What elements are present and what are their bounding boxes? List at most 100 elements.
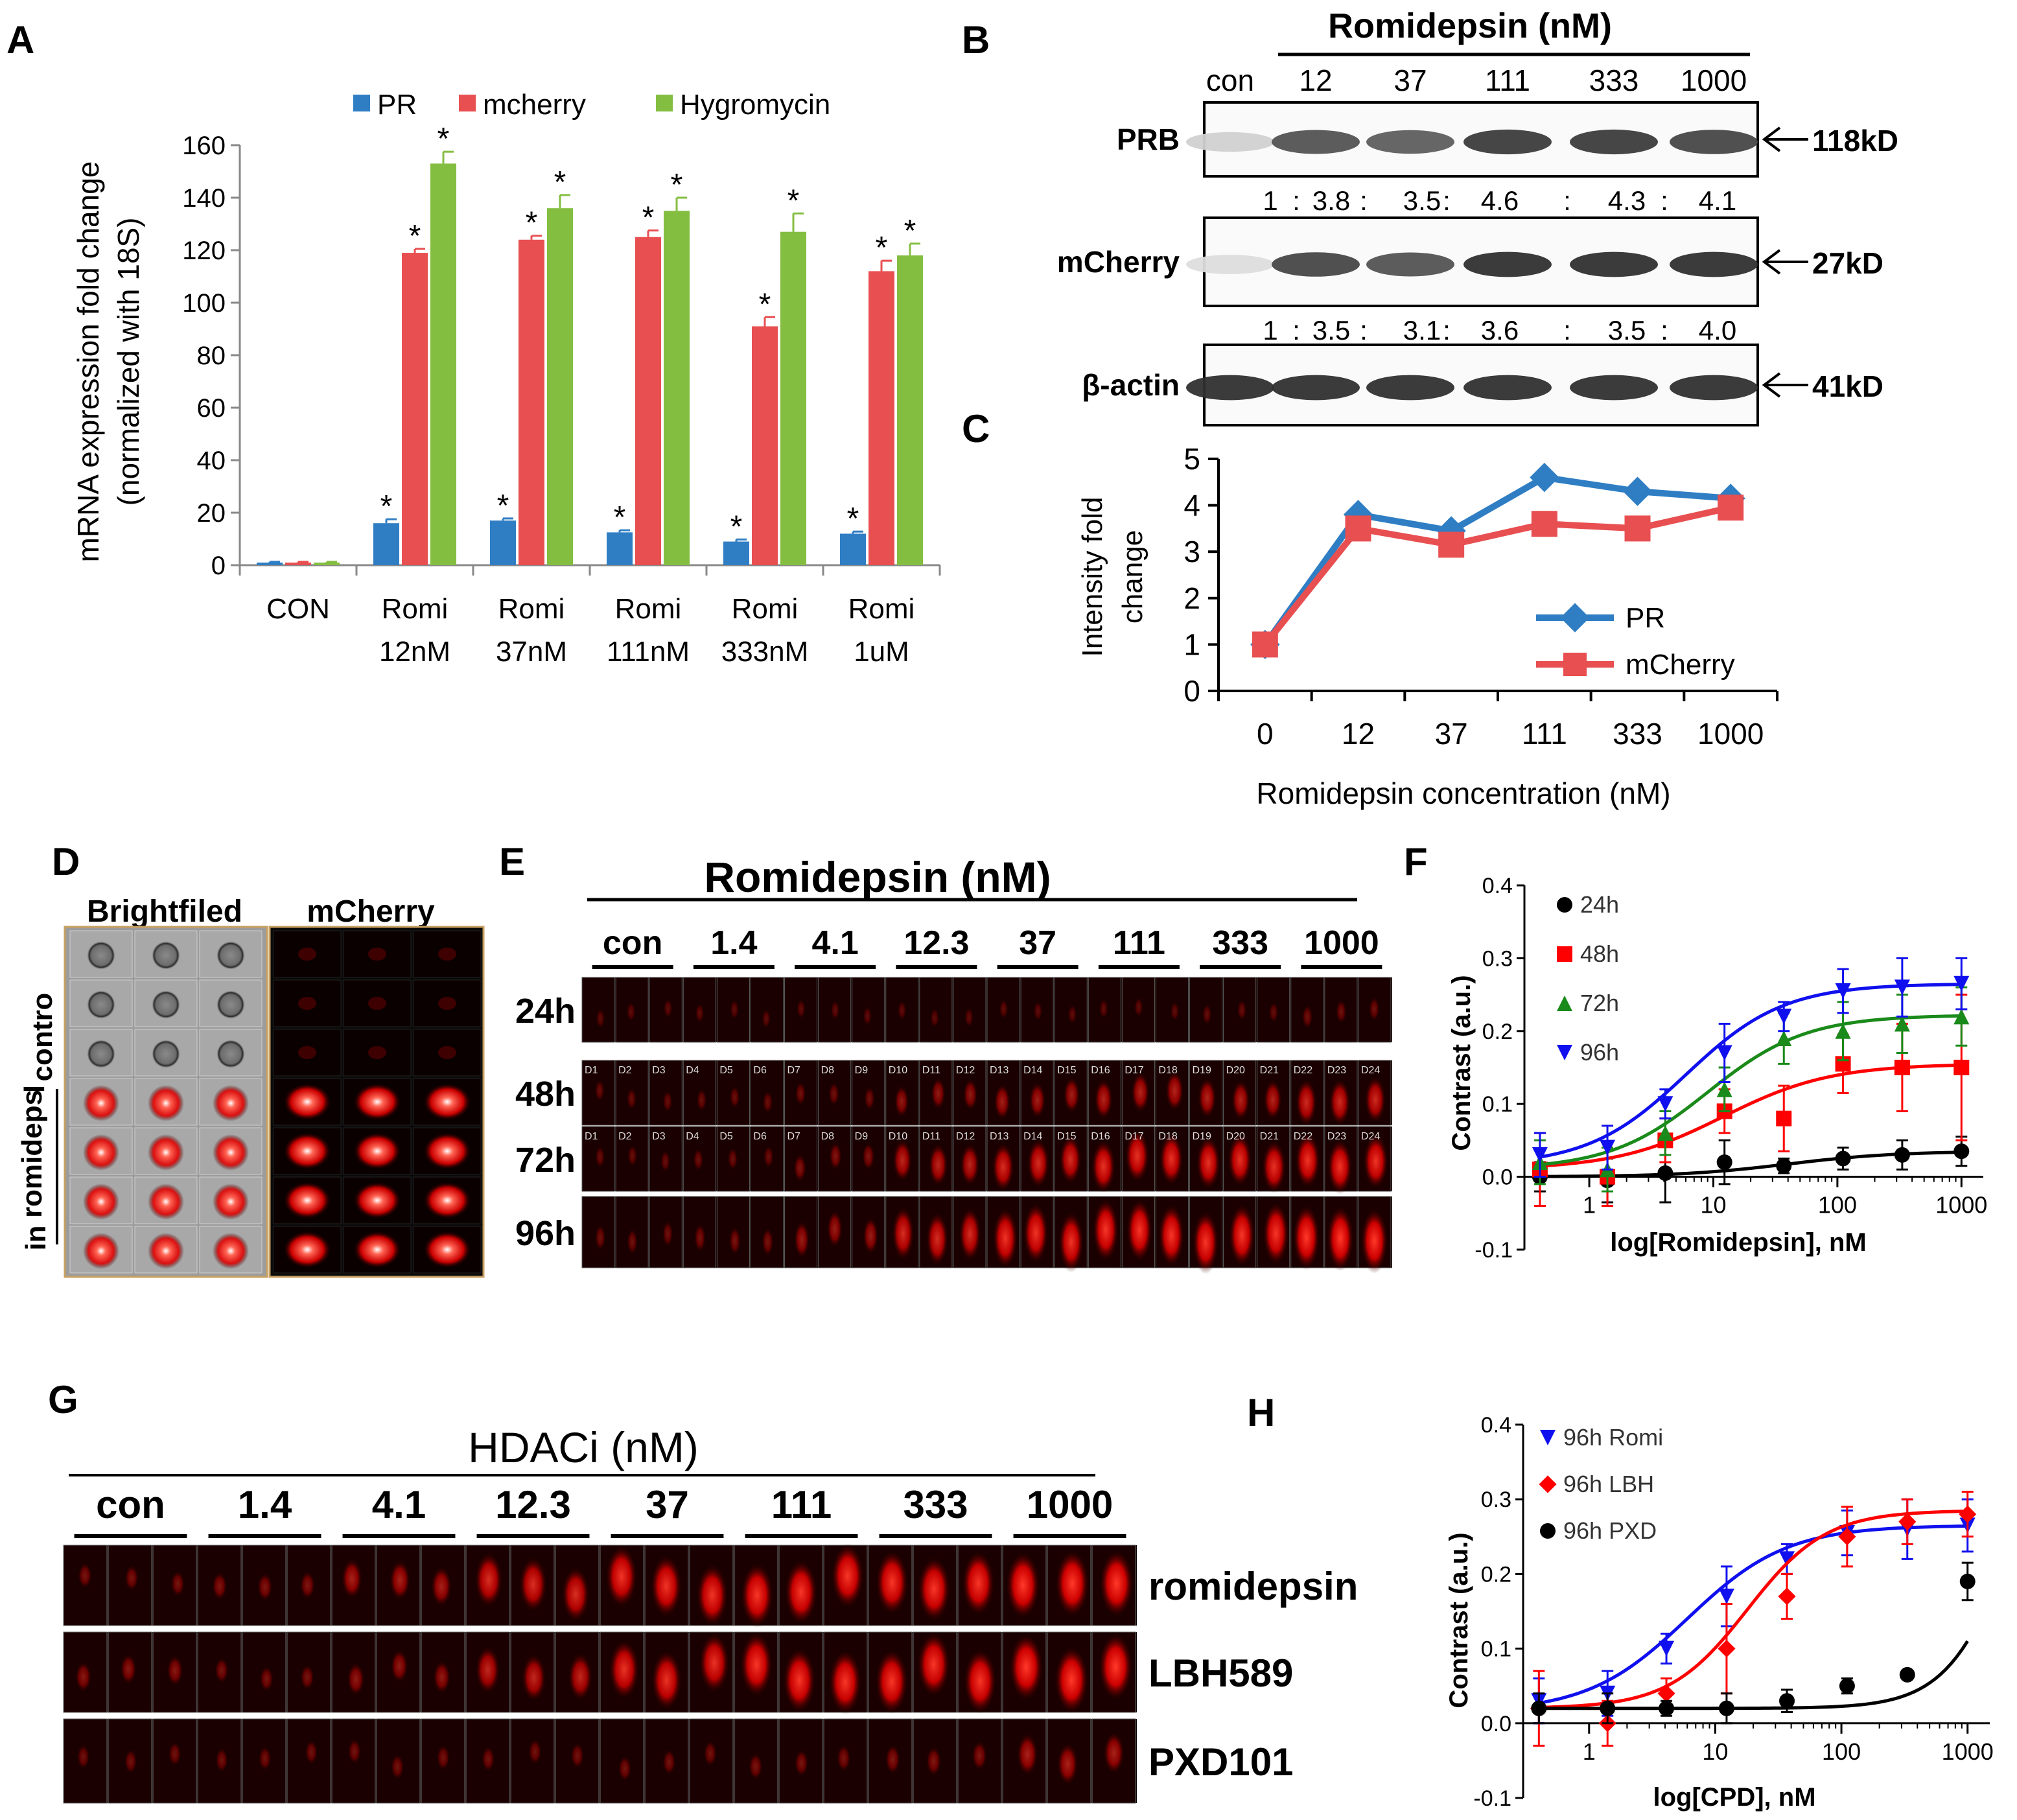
panel-e-spheroid	[892, 1139, 913, 1182]
panel-e-spheroid	[627, 1228, 638, 1255]
panel-a-significance-star: *	[437, 122, 450, 156]
panel-a-category-label: CON	[266, 593, 330, 625]
panel-b-quant-value: 3.6	[1481, 315, 1519, 345]
panel-c-point-mcherry	[1345, 515, 1371, 542]
panel-e-spheroid	[1268, 1001, 1279, 1023]
panel-d-mcherry-grid	[268, 926, 485, 1278]
panel-e-well-id: D1	[585, 1131, 598, 1142]
panel-a-bar-hygromycin	[314, 562, 340, 565]
panel-e-spheroid	[1292, 1204, 1320, 1270]
panel-c-ylabel-line2: change	[1117, 530, 1148, 624]
panel-e-well-id: D18	[1158, 1065, 1177, 1076]
panel-f-legend-marker	[1557, 1045, 1572, 1060]
panel-a-bar-mcherry	[869, 271, 894, 565]
panel-c-xlabel: Romidepsin concentration (nM)	[1256, 776, 1670, 810]
panel-g-spheroid	[703, 1740, 717, 1767]
panel-b-band	[1463, 375, 1552, 401]
panel-b-band	[1570, 375, 1658, 401]
panel-label-d: D	[52, 840, 80, 883]
panel-a-bar-hygromycin	[430, 163, 456, 566]
panel-e-spheroid	[730, 999, 740, 1020]
panel-e-row-label: 96h	[515, 1214, 576, 1253]
panel-e-spheroid	[1360, 1208, 1388, 1274]
panel-d-mcherry-spheroid	[354, 1133, 401, 1169]
panel-e-well-id: D4	[686, 1065, 699, 1076]
panel-f-point	[1953, 975, 1970, 992]
panel-f-point	[1894, 1147, 1910, 1163]
panel-b-quant-value: :	[1563, 185, 1571, 216]
panel-e-spheroid	[1368, 996, 1380, 1021]
panel-a-significance-star: *	[730, 509, 743, 544]
panel-e-spheroid	[897, 1000, 907, 1021]
panel-b-band	[1570, 129, 1658, 155]
panel-g-concentration-label: 1.4	[238, 1483, 292, 1526]
panel-g-spheroid	[836, 1744, 851, 1773]
panel-g-spheroid	[782, 1648, 816, 1713]
panel-g-spheroid	[521, 1653, 546, 1702]
panel-e-spheroid	[1170, 1001, 1180, 1021]
panel-e-spheroid	[663, 998, 673, 1019]
panel-e-well-id: D5	[719, 1065, 733, 1076]
panel-f-xtick-label: 10	[1700, 1192, 1726, 1219]
panel-e-spheroid	[596, 1008, 605, 1029]
panel-a-bars: * * * * * * * * * * * * * * *	[257, 122, 923, 566]
panel-label-e: E	[499, 840, 525, 883]
panel-f-point	[1953, 1143, 1970, 1160]
panel-b-quant-value: :	[1443, 185, 1451, 216]
panel-d-brightfield-red-spheroid	[83, 1184, 119, 1220]
panel-e-spheroid	[762, 1009, 771, 1029]
panel-b-row-label: mCherry	[1057, 245, 1180, 279]
panel-e-spheroid	[796, 999, 806, 1020]
panel-b-quant-value: :	[1360, 185, 1368, 216]
panel-c-ytick-label: 0	[1183, 674, 1200, 708]
panel-h-point	[1718, 1700, 1734, 1716]
panel-a-bar-hygromycin	[547, 208, 573, 565]
panel-e-spheroid	[928, 1143, 948, 1187]
panel-e-spheroid	[795, 1081, 806, 1106]
panel-e-spheroid	[626, 1088, 637, 1110]
panel-f-fit-curve	[1539, 1063, 1962, 1168]
panel-d-mcherry-spheroid	[424, 1084, 471, 1120]
panel-h-ytick-label: 0.3	[1481, 1488, 1511, 1512]
panel-e-well-id: D7	[787, 1131, 801, 1142]
panel-g-spheroid	[519, 1556, 548, 1613]
panel-e-well-id: D15	[1057, 1065, 1076, 1076]
panel-e-spheroid	[926, 1211, 949, 1266]
panel-g-concentration-label: 12.3	[495, 1483, 571, 1526]
panel-d-brightfield-red-spheroid	[213, 1134, 249, 1171]
panel-g-spheroid	[962, 1550, 995, 1616]
legend-label-pr: PR	[377, 89, 417, 121]
panel-h-point	[1531, 1700, 1547, 1716]
legend-label-mcherry: mcherry	[483, 89, 586, 121]
panel-h-axes: -0.1 0.0 0.1 0.2 0.3 0.4 1 10 100 1000	[1473, 1413, 1993, 1811]
panel-e-spheroid	[1364, 1076, 1386, 1124]
panel-f-point	[1894, 1060, 1910, 1075]
panel-f-point	[1716, 1154, 1732, 1171]
panel-b-band	[1366, 130, 1454, 154]
panel-e-well-id: D8	[821, 1065, 835, 1076]
panel-a-significance-star: *	[671, 168, 683, 202]
panel-f-fit-curve	[1539, 1014, 1962, 1167]
panel-e-well-id: D19	[1193, 1065, 1211, 1076]
panel-e-well-id: D17	[1125, 1131, 1143, 1142]
panel-b-quant-value: 4.3	[1608, 185, 1646, 216]
panel-e-spheroid	[1196, 1136, 1221, 1190]
panel-b-quant-value: 3.5	[1312, 315, 1350, 345]
panel-a-bar-mcherry	[752, 326, 778, 565]
panel-e-spheroid	[1202, 1003, 1212, 1025]
panel-e-spheroid	[1099, 998, 1108, 1020]
panel-a-significance-star: *	[904, 214, 916, 248]
panel-f-legend-marker	[1557, 946, 1572, 962]
panel-g-spheroid	[926, 1746, 942, 1777]
panel-e-spheroid	[1165, 1070, 1184, 1112]
panel-e-well-id: D14	[1023, 1065, 1042, 1076]
panel-f-legend-label: 96h	[1580, 1039, 1619, 1066]
panel-e-rows: 24h 48h D1 D2 D3 D4 D5 D6 D7 D8 D9 D10 D11 D12 D13 D14 D…	[515, 977, 1392, 1274]
panel-f-point	[1835, 1150, 1851, 1167]
panel-a-ylabel-line1: mRNA expression fold change	[71, 161, 105, 563]
panel-h-ytick-label: 0.0	[1481, 1712, 1511, 1736]
panel-d-brightfield-spheroid	[87, 1040, 115, 1068]
panel-d-romidepsin-label-2: in	[20, 1225, 52, 1250]
panel-d-mcherry-spheroid	[284, 1231, 331, 1268]
